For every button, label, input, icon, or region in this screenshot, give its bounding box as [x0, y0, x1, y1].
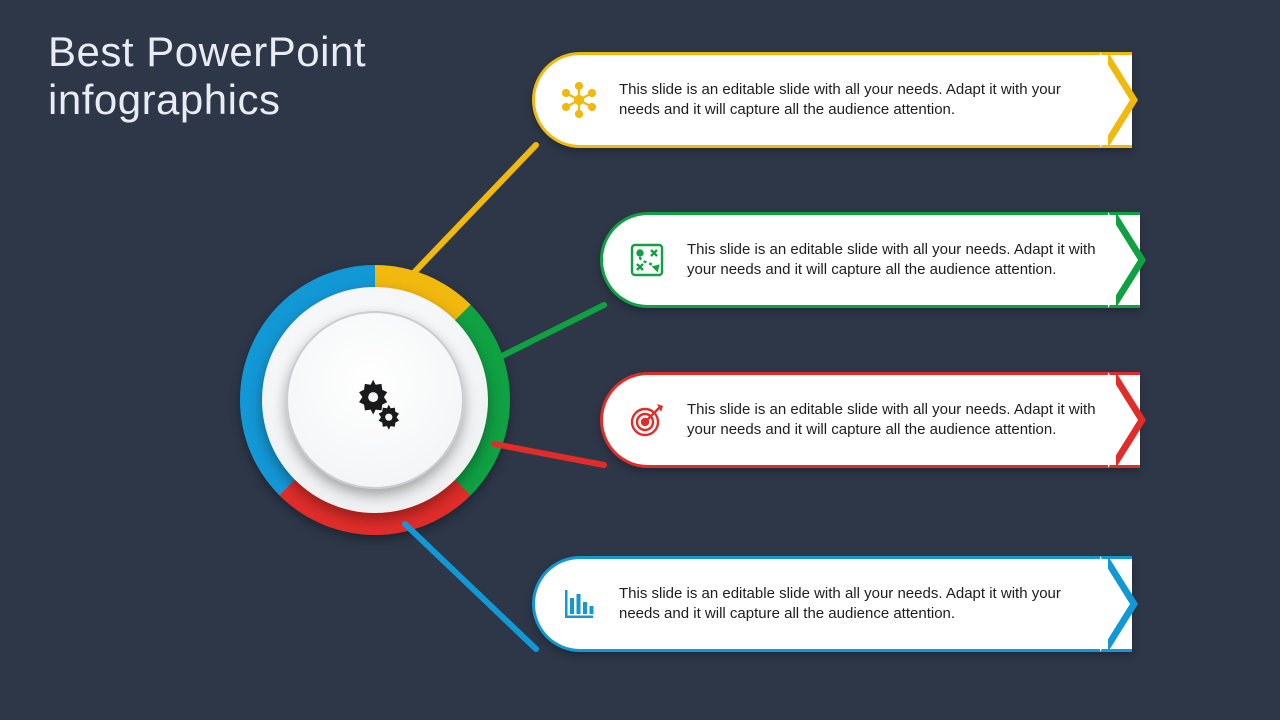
network-icon — [557, 78, 601, 122]
target-icon — [625, 398, 669, 442]
bar-chart-icon — [557, 582, 601, 626]
callout-arrow — [1108, 52, 1156, 148]
callout-arrow — [1116, 372, 1164, 468]
callout-box: This slide is an editable slide with all… — [600, 372, 1140, 468]
callout-arrow — [1116, 212, 1164, 308]
callout-text: This slide is an editable slide with all… — [687, 240, 1112, 281]
callout: This slide is an editable slide with all… — [532, 52, 1132, 148]
title-line1: Best PowerPoint — [48, 28, 366, 76]
callout-box: This slide is an editable slide with all… — [600, 212, 1140, 308]
hub — [240, 265, 510, 535]
callout: This slide is an editable slide with all… — [600, 212, 1140, 308]
callout-text: This slide is an editable slide with all… — [687, 400, 1112, 441]
title-line2: infographics — [48, 76, 366, 124]
callout-arrow — [1108, 556, 1156, 652]
callout-box: This slide is an editable slide with all… — [532, 556, 1132, 652]
callout: This slide is an editable slide with all… — [600, 372, 1140, 468]
callout: This slide is an editable slide with all… — [532, 556, 1132, 652]
callout-box: This slide is an editable slide with all… — [532, 52, 1132, 148]
page-title: Best PowerPoint infographics — [48, 28, 366, 125]
strategy-icon — [625, 238, 669, 282]
gears-icon — [329, 354, 421, 451]
callout-text: This slide is an editable slide with all… — [619, 584, 1079, 625]
callout-text: This slide is an editable slide with all… — [619, 80, 1079, 121]
